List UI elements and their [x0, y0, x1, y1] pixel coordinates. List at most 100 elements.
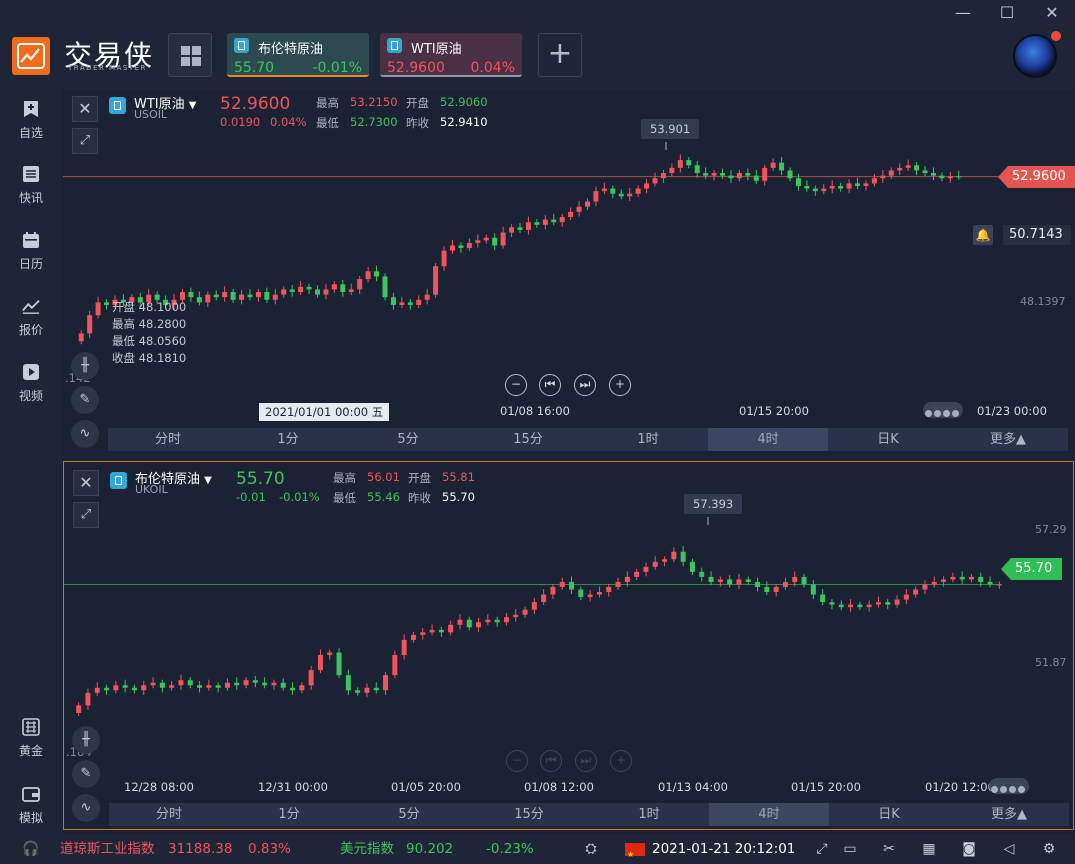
- symbol-tab-brent[interactable]: 布伦特原油 55.70 -0.01%: [227, 33, 369, 77]
- candle: [888, 167, 894, 179]
- symbol-tab-wti[interactable]: WTI原油 52.9600 0.04%: [380, 33, 522, 77]
- chart-type-button[interactable]: ╫: [72, 726, 100, 754]
- sidebar-item-label: 黄金: [18, 744, 43, 758]
- candle: [736, 573, 742, 590]
- scroll-dots[interactable]: [923, 402, 963, 418]
- tab-timeframe[interactable]: 1时: [638, 807, 660, 822]
- prev-close-value: 52.9410: [440, 115, 488, 129]
- scroll-dots[interactable]: [989, 778, 1029, 794]
- candle: [846, 178, 852, 194]
- tools-icon[interactable]: ✂: [883, 841, 895, 857]
- sidebar-item-quotes[interactable]: 报价: [0, 297, 62, 338]
- camera-icon[interactable]: ◙: [962, 841, 976, 857]
- zoom-in-button[interactable]: +: [609, 374, 631, 396]
- expand-panel-button[interactable]: ⤢: [73, 502, 99, 528]
- sidebar-item-video[interactable]: 视频: [0, 363, 62, 404]
- candle: [205, 291, 211, 308]
- tab-timeframe[interactable]: 1时: [637, 432, 659, 447]
- app-logo-text: 交易侠: [64, 39, 155, 72]
- pencil-icon: ✎: [79, 392, 91, 407]
- tab-timeframe[interactable]: 日K: [878, 807, 900, 822]
- tab-timeframe-active[interactable]: 4时: [709, 803, 829, 826]
- close-window-button[interactable]: ✕: [1045, 3, 1059, 22]
- candle: [871, 173, 877, 187]
- candle: [660, 169, 666, 183]
- headset-icon[interactable]: 🎧: [22, 841, 40, 857]
- instrument-name[interactable]: 布伦特原油 ▼: [135, 472, 212, 487]
- tab-timeframe[interactable]: 日K: [877, 432, 899, 447]
- candle: [745, 168, 751, 181]
- candle: [585, 198, 591, 210]
- candle: [959, 571, 965, 584]
- tab-timeframe[interactable]: 5分: [398, 807, 420, 822]
- go-end-button[interactable]: ⏭: [574, 374, 596, 396]
- layout-icon[interactable]: ▦: [922, 841, 936, 857]
- layout-grid-button[interactable]: [168, 33, 212, 77]
- tab-timeframe[interactable]: 1分: [277, 432, 299, 447]
- price-change-pct: -0.01%: [279, 490, 320, 504]
- candle: [624, 571, 630, 587]
- chart-type-button[interactable]: ╫: [71, 352, 99, 380]
- maximize-button[interactable]: ☐: [999, 3, 1015, 22]
- indicator-button[interactable]: ∿: [71, 420, 99, 448]
- candle: [483, 234, 489, 244]
- draw-tool-button[interactable]: ✎: [71, 386, 99, 414]
- add-tab-button[interactable]: +: [538, 33, 582, 77]
- index2-name[interactable]: 美元指数: [340, 841, 394, 857]
- minimize-button[interactable]: —: [955, 3, 971, 22]
- candle: [652, 556, 658, 570]
- candlestick-chart-brent[interactable]: [64, 462, 1073, 829]
- bell-alert-icon[interactable]: 🔔: [973, 225, 993, 245]
- zoom-in-button[interactable]: +: [610, 750, 632, 772]
- sidebar-item-watchlist[interactable]: 自选: [0, 100, 62, 141]
- user-avatar[interactable]: [1013, 34, 1057, 78]
- go-start-button[interactable]: ⏮: [540, 750, 562, 772]
- candle: [996, 581, 1002, 590]
- draw-tool-button[interactable]: ✎: [72, 760, 100, 788]
- expand-icon[interactable]: ⤢: [816, 841, 828, 857]
- chart-panel-brent: ✕ ⤢ 布伦特原油 ▼ UKOIL 55.70 -0.01 -0.01% 最高 …: [63, 461, 1074, 830]
- candle: [795, 173, 801, 191]
- candle: [568, 207, 574, 221]
- instrument-name[interactable]: WTI原油 ▼: [134, 97, 197, 112]
- candle: [348, 283, 354, 296]
- settings-icon[interactable]: ⚙: [1042, 841, 1056, 857]
- tab-timeframe[interactable]: 1分: [278, 807, 300, 822]
- tab-timeframe-active[interactable]: 4时: [708, 428, 828, 451]
- tab-timeframe[interactable]: 分时: [154, 432, 181, 447]
- tab-timeframe[interactable]: 15分: [513, 432, 543, 447]
- go-end-button[interactable]: ⏭: [575, 750, 597, 772]
- go-start-button[interactable]: ⏮: [539, 374, 561, 396]
- tab-timeframe[interactable]: 5分: [397, 432, 419, 447]
- tab-change: -0.01%: [312, 60, 362, 76]
- more-timeframes-button[interactable]: 更多▲: [991, 807, 1027, 822]
- sidebar-item-simulation[interactable]: 模拟: [0, 785, 62, 826]
- zoom-out-button[interactable]: −: [505, 374, 527, 396]
- expand-panel-button[interactable]: ⤢: [72, 128, 98, 154]
- candle: [247, 288, 253, 301]
- more-timeframes-button[interactable]: 更多▲: [990, 432, 1026, 447]
- screen-icon[interactable]: ▭: [843, 841, 857, 857]
- candle: [206, 679, 212, 691]
- candle: [308, 665, 314, 690]
- candle: [703, 167, 709, 179]
- app-logo-subtitle: TRADER MASTER: [68, 64, 147, 72]
- ticker-settings-icon[interactable]: ⛭: [585, 841, 597, 857]
- sidebar-item-news[interactable]: 快讯: [0, 165, 62, 206]
- index1-name[interactable]: 道琼斯工业指数: [60, 841, 155, 857]
- candlestick-chart-wti[interactable]: [63, 90, 1074, 456]
- candle: [475, 234, 481, 248]
- sidebar-item-gold[interactable]: 黄金: [0, 718, 62, 759]
- close-panel-button[interactable]: ✕: [72, 96, 98, 122]
- sidebar-item-calendar[interactable]: 日历: [0, 231, 62, 272]
- tab-timeframe[interactable]: 分时: [155, 807, 182, 822]
- candle: [662, 556, 668, 567]
- close-panel-button[interactable]: ✕: [73, 470, 99, 496]
- candle: [593, 186, 599, 207]
- candle: [559, 577, 565, 591]
- indicator-button[interactable]: ∿: [72, 794, 100, 822]
- zoom-out-button[interactable]: −: [506, 750, 528, 772]
- mute-icon[interactable]: ◁: [1003, 841, 1015, 857]
- candle: [601, 182, 607, 195]
- tab-timeframe[interactable]: 15分: [514, 807, 544, 822]
